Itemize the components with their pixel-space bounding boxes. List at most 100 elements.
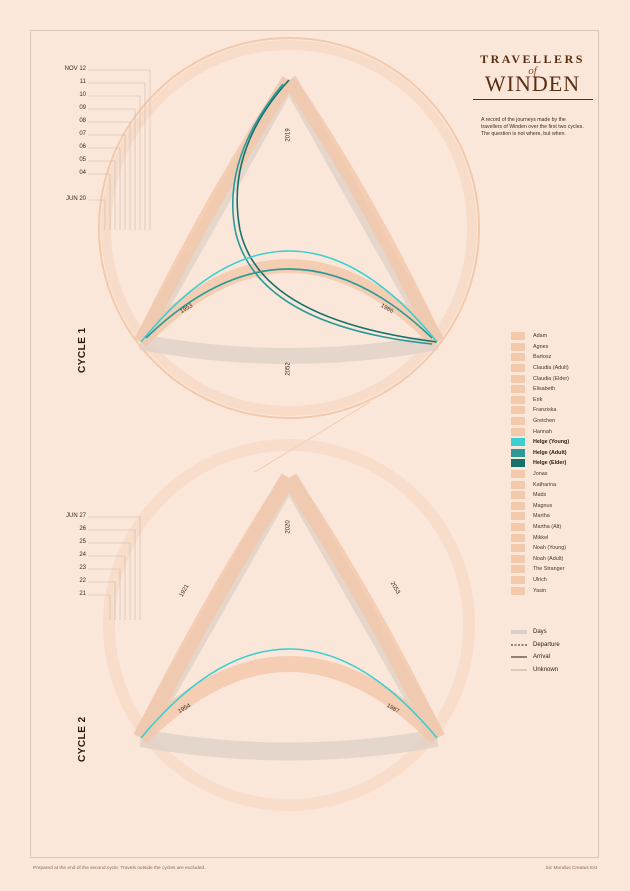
legend-item: Noah (Young) (511, 543, 569, 554)
legend-label: Helge (Young) (533, 439, 570, 446)
legend-item: Claudia (Adult) (511, 363, 569, 374)
cycle-1-label: CYCLE 1 (77, 327, 88, 373)
c1-date-label: 08 (79, 118, 86, 124)
legend-label: Noah (Adult) (533, 555, 564, 562)
cycle-1-leaf-grey-b (139, 334, 439, 364)
key-label: Arrival (533, 654, 551, 661)
legend-label: Mikkel (533, 534, 549, 541)
legend-item: Elisabeth (511, 384, 569, 395)
legend-item: Hannah (511, 426, 569, 437)
cycle-2-leaders (88, 516, 141, 620)
title-rule (472, 99, 593, 100)
c1-date-label: 09 (79, 105, 86, 111)
legend-swatch (511, 406, 525, 415)
legend-swatch (511, 470, 525, 479)
legend-label: Claudia (Adult) (533, 365, 569, 372)
footer-note: Prepared at the end of the second cycle.… (33, 866, 206, 871)
c2-date-label: 21 (79, 591, 86, 597)
cycle-connector (254, 401, 371, 473)
footer-credit: Sic Mundus Creatus Est (545, 866, 597, 871)
cycle-1-leaf-peach-b (135, 259, 443, 347)
legend-label: Claudia (Elder) (533, 375, 569, 382)
legend-swatch (511, 385, 525, 394)
cycle-1-leaf-peach-a (283, 76, 444, 345)
cycle-2-leaf-peach-c (133, 473, 296, 742)
key-unknown: Unknown (511, 664, 560, 677)
line-style-legend: Days Departure Arrival Unknown (511, 626, 560, 676)
cycle-1-helge-young-path (140, 250, 438, 343)
cycle-1-outer-ring (98, 37, 480, 419)
legend-item: Martha (Alt) (511, 522, 569, 533)
key-label: Unknown (533, 667, 559, 674)
legend-label: Mads (533, 492, 547, 499)
legend-swatch (511, 575, 525, 584)
legend-swatch (511, 332, 525, 341)
cycle-1-helge-adult-path (232, 83, 433, 345)
c2-date-label: 24 (79, 552, 86, 558)
cycle-2-leaf-peach-a (282, 473, 445, 742)
c1-date-label: 05 (79, 157, 86, 163)
c2-date-label: JUN 27 (65, 513, 86, 519)
cycle-1-helge-elder-path (236, 79, 438, 343)
legend-swatch (511, 522, 525, 531)
legend-swatch (511, 353, 525, 362)
legend-label: Martha (533, 513, 550, 520)
legend-swatch (511, 544, 525, 553)
intro-text: A record of the journeys made by the tra… (481, 117, 584, 137)
year-label: 2019 (285, 128, 292, 142)
key-arrival: Arrival (511, 651, 560, 664)
c1-date-label: 06 (79, 144, 86, 150)
legend-item: Ulrich (511, 575, 569, 586)
title-line-1: TRAVELLERS (480, 52, 585, 66)
legend-swatch (511, 448, 525, 457)
legend-label: Noah (Young) (533, 545, 567, 552)
legend-item: Bartosz (511, 352, 569, 363)
legend-label: Erik (533, 396, 543, 403)
arrival-key-line (511, 656, 527, 658)
cycle-1-helge-adult-arc (145, 268, 433, 339)
legend-item: Martha (511, 511, 569, 522)
legend-label: Ulrich (533, 576, 547, 583)
legend-swatch (511, 374, 525, 383)
key-departure: Departure (511, 639, 560, 652)
c1-date-label: 07 (79, 131, 86, 137)
title-line-2: of (528, 65, 537, 77)
legend-item: Franziska (511, 405, 569, 416)
legend-item: Magnus (511, 501, 569, 512)
c1-date-label: NOV 12 (64, 66, 86, 72)
key-label: Departure (533, 641, 560, 648)
legend-swatch (511, 480, 525, 489)
legend-item: Helge (Adult) (511, 448, 569, 459)
legend-item: Yasin (511, 585, 569, 596)
legend-label: Franziska (533, 407, 557, 414)
cycle-2-diagram (103, 439, 475, 811)
legend-label: Magnus (533, 502, 553, 509)
legend-label: Gretchen (533, 418, 556, 425)
legend-swatch (511, 438, 525, 447)
legend-swatch (511, 427, 525, 436)
legend-swatch (511, 417, 525, 426)
year-label: 2020 (285, 520, 292, 534)
c2-date-label: 22 (79, 578, 86, 584)
c1-date-label: 04 (79, 170, 86, 176)
legend-label: Katharina (533, 481, 557, 488)
legend-label: Helge (Elder) (533, 460, 567, 467)
legend-item: Mikkel (511, 532, 569, 543)
year-label: 2052 (285, 362, 292, 376)
c2-date-label: 26 (79, 526, 86, 532)
legend-label: Agnes (533, 343, 549, 350)
legend-item: Katharina (511, 479, 569, 490)
cycle-1-outer-band (101, 40, 477, 416)
legend-swatch (511, 565, 525, 574)
legend-item: Agnes (511, 342, 569, 353)
days-key-line (511, 630, 527, 635)
unknown-key-line (511, 669, 527, 671)
legend-swatch (511, 586, 525, 595)
legend-swatch (511, 364, 525, 373)
poster-frame (30, 30, 599, 858)
legend-item: Gretchen (511, 416, 569, 427)
legend-item: Helge (Elder) (511, 458, 569, 469)
legend-item: Mads (511, 490, 569, 501)
legend-label: Martha (Alt) (533, 523, 562, 530)
